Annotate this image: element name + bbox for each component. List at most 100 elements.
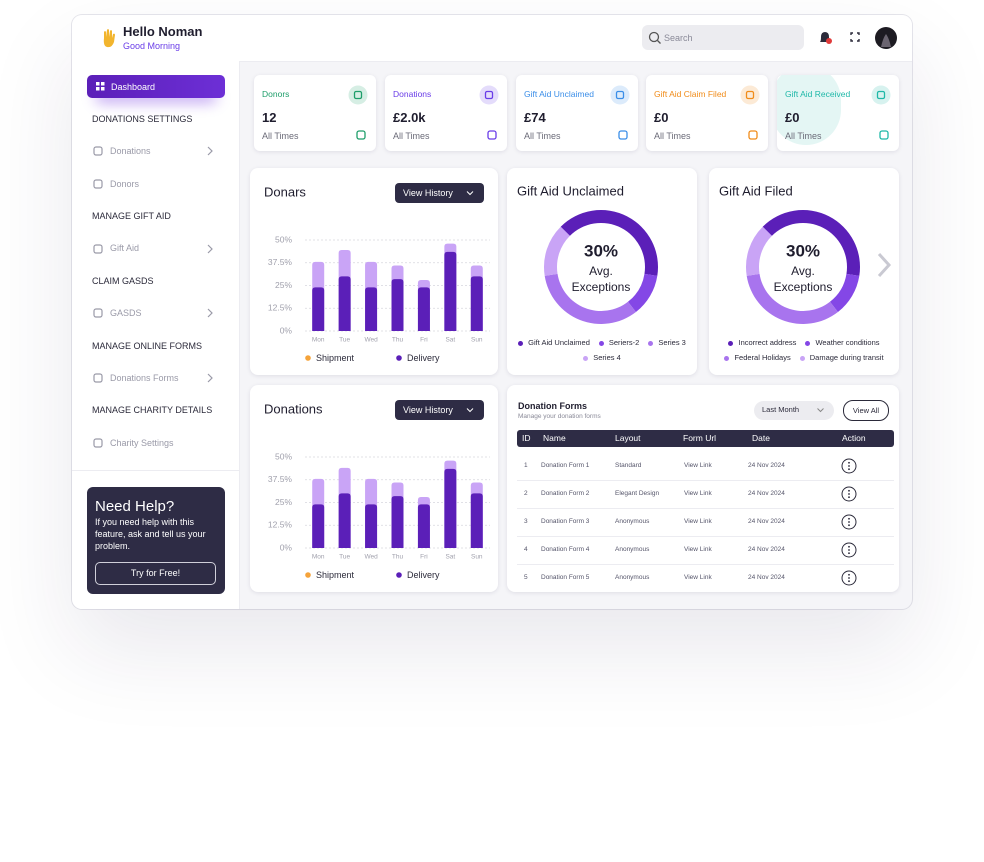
search-box[interactable] — [642, 25, 804, 50]
button-bg — [395, 183, 484, 203]
carousel-next — [877, 252, 892, 278]
help-box — [87, 487, 225, 594]
x-tick-label: Mon — [312, 554, 325, 561]
kebab-dot — [848, 493, 850, 495]
y-tick-label: 12.5% — [268, 303, 293, 313]
table-cell[interactable]: View Link — [684, 462, 712, 470]
x-tick-label: Sat — [445, 554, 455, 561]
y-tick-label: 25% — [275, 280, 292, 290]
kebab-dot — [848, 573, 850, 576]
column-header: Layout — [615, 432, 641, 443]
search-icon — [648, 31, 661, 44]
legend-label: Delivery — [407, 353, 440, 363]
chart-title: Gift Aid Unclaimed — [517, 183, 624, 198]
chart-card: Gift Aid Filed 30% Avg. Exceptions Incorrect… — [709, 168, 899, 375]
stat-value: £0 — [654, 109, 669, 125]
kebab-dot — [848, 496, 850, 499]
stat-small-icon — [748, 130, 758, 140]
legend-item: Weather conditions — [805, 337, 880, 349]
legend-label: Incorrect address — [738, 338, 797, 347]
donut-center-text: Exceptions — [572, 280, 631, 294]
stat-small-glyph — [356, 130, 366, 140]
stat-title: Donations — [393, 89, 432, 100]
nav-icon-shape — [93, 179, 103, 189]
view-all-button[interactable]: View All — [843, 400, 889, 421]
kebab-button[interactable] — [841, 542, 857, 558]
table-cell: Donation Form 3 — [541, 518, 590, 526]
kebab-button[interactable] — [841, 570, 857, 586]
kebab-dot — [848, 552, 850, 555]
active-nav-pill[interactable] — [87, 75, 225, 98]
table-cell[interactable]: View Link — [684, 518, 712, 526]
legend-marker — [583, 355, 589, 361]
column-header: Name — [543, 432, 566, 443]
legend-label: Series 4 — [593, 353, 621, 362]
legend-marker — [396, 355, 402, 361]
x-tick-label: Wed — [364, 337, 378, 344]
table-cell[interactable]: View Link — [684, 546, 712, 554]
help-button[interactable]: Try for Free! — [95, 562, 216, 585]
kebab-dot — [848, 468, 850, 471]
nav-item[interactable]: Donations Forms — [110, 372, 179, 383]
stat-icon — [479, 85, 499, 105]
fullscreen-icon[interactable] — [850, 32, 860, 42]
column-header: ID — [522, 432, 531, 443]
table-header — [517, 430, 894, 447]
chart-title: Donations — [264, 401, 323, 416]
nav-item[interactable]: Charity Settings — [110, 437, 174, 448]
nav-item[interactable]: Donors — [110, 178, 140, 189]
stat-icon-bg — [871, 85, 891, 105]
y-tick-label: 0% — [280, 542, 293, 552]
bar — [391, 279, 404, 331]
table-cell: 24 Nov 2024 — [748, 462, 785, 470]
bar — [338, 493, 351, 548]
stat-icon-glyph — [876, 90, 886, 100]
kebab-dot — [848, 577, 850, 579]
view-history-button[interactable]: View History — [395, 183, 484, 203]
table-cell: Donation Form 5 — [541, 574, 590, 582]
table-cell[interactable]: View Link — [684, 490, 712, 498]
stat-small-icon — [487, 130, 497, 140]
wave-icon — [103, 29, 115, 48]
table-title: Donation Forms — [518, 400, 587, 411]
chevron — [207, 244, 213, 254]
filter-dropdown[interactable] — [754, 401, 834, 420]
y-tick-label: 50% — [275, 451, 292, 461]
row-divider — [517, 508, 894, 509]
stat-icon-bg — [479, 85, 499, 105]
kebab-dot — [848, 521, 850, 523]
kebab-ring — [841, 486, 857, 502]
donut-segment — [544, 226, 570, 276]
nav-item[interactable]: Donations — [110, 146, 151, 157]
avatar-figure — [881, 34, 891, 47]
bar — [338, 276, 351, 331]
notification-icon[interactable] — [820, 32, 832, 44]
row-action — [841, 486, 857, 502]
dashboard: Hello Noman Good Morning Search Dashboard DO… — [72, 15, 912, 609]
chevron — [207, 373, 213, 383]
chevron[interactable] — [877, 252, 892, 278]
stat-card-decoration — [777, 75, 841, 145]
kebab-button[interactable] — [841, 514, 857, 530]
table-cell[interactable]: View Link — [684, 574, 712, 582]
nav-item[interactable]: GASDS — [110, 308, 142, 319]
kebab-button[interactable] — [841, 486, 857, 502]
view-history-button[interactable]: View History — [395, 400, 484, 420]
bar — [391, 496, 404, 548]
x-tick-label: Thu — [392, 337, 404, 344]
button-chevron — [466, 191, 474, 196]
button-label: View History — [403, 188, 453, 198]
legend-label: Federal Holidays — [734, 353, 791, 362]
stat-card — [777, 75, 899, 151]
stat-small-icon — [879, 130, 889, 140]
chart-card: Gift Aid Unclaimed 30% Avg. Exceptions Gift … — [507, 168, 697, 375]
row-divider — [517, 480, 894, 481]
table-cell: 24 Nov 2024 — [748, 490, 785, 498]
nav-item[interactable]: Gift Aid — [110, 243, 140, 254]
kebab-dot — [848, 524, 850, 527]
legend-label: Gift Aid Unclaimed — [528, 338, 590, 347]
kebab-button[interactable] — [841, 458, 857, 474]
kebab-ring — [841, 458, 857, 474]
legend-label: Delivery — [407, 570, 440, 580]
stat-small-icon — [356, 130, 366, 140]
